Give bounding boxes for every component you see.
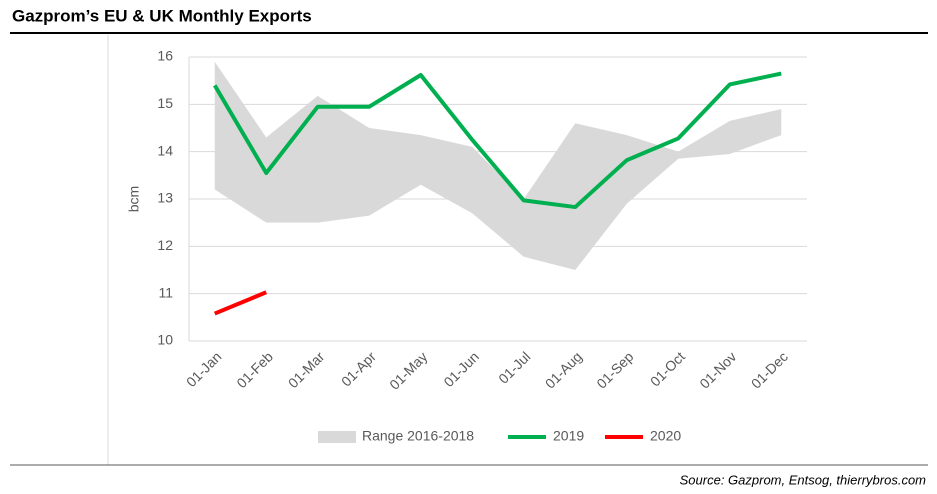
x-tick-label: 01-Nov xyxy=(696,348,739,391)
x-tick-label: 01-Oct xyxy=(647,348,688,389)
x-tick-label: 01-Apr xyxy=(338,348,379,389)
x-tick-label: 01-Sep xyxy=(593,348,636,391)
chart-title: Gazprom’s EU & UK Monthly Exports xyxy=(12,6,312,25)
y-tick-label: 12 xyxy=(157,237,173,253)
y-tick-label: 13 xyxy=(157,190,173,206)
x-tick-label: 01-Jul xyxy=(495,348,533,386)
x-tick-label: 01-May xyxy=(386,348,430,392)
y-tick-label: 11 xyxy=(158,284,173,300)
series-line xyxy=(213,290,268,316)
y-tick-label: 10 xyxy=(157,332,173,348)
x-tick-label: 01-Aug xyxy=(542,348,585,391)
y-tick-label: 14 xyxy=(157,142,173,158)
range-area xyxy=(214,61,782,270)
series-line xyxy=(213,71,782,210)
source: Source: Gazprom, Entsog, thierrybros.com xyxy=(680,472,927,487)
legend-label: 2020 xyxy=(650,428,681,444)
y-tick-label: 15 xyxy=(157,95,173,111)
legend-label: Range 2016-2018 xyxy=(362,428,474,444)
x-tick-label: 01-Feb xyxy=(233,348,276,391)
y-axis-label: bcm xyxy=(126,186,142,212)
legend-label: 2019 xyxy=(553,428,584,444)
x-tick-label: 01-Mar xyxy=(285,348,328,391)
x-tick-label: 01-Jan xyxy=(183,348,225,390)
x-tick-label: 01-Jun xyxy=(440,348,482,390)
x-tick-label: 01-Dec xyxy=(748,348,791,391)
legend-swatch xyxy=(318,431,356,443)
y-tick-label: 16 xyxy=(157,48,173,64)
